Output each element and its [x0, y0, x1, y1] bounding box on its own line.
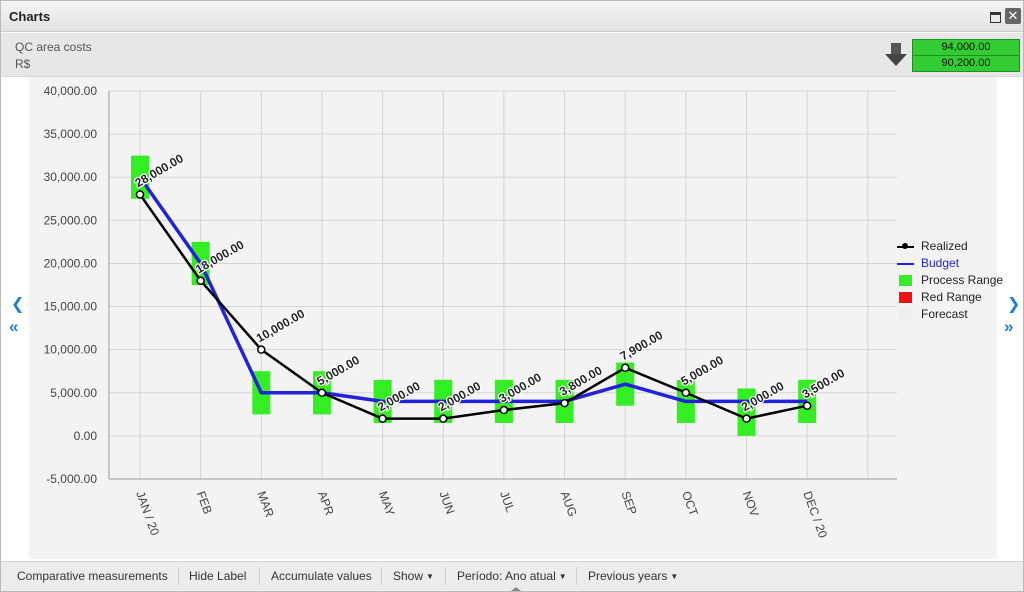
realized-point: [620, 363, 630, 373]
red-range-swatch: [899, 292, 912, 303]
y-tick-label: 10,000.00: [44, 343, 98, 357]
realized-point: [196, 276, 205, 285]
period-dropdown[interactable]: Período: Ano atual ▼: [457, 569, 567, 583]
chevron-down-icon: ▼: [558, 572, 567, 581]
process-range-bar: [131, 155, 149, 199]
x-tick-label: NOV: [740, 489, 762, 518]
realized-point: [439, 414, 448, 423]
restore-icon[interactable]: [987, 8, 1003, 24]
x-tick-label: MAY: [376, 489, 398, 517]
legend-label: Process Range: [921, 273, 1004, 287]
realized-point: [681, 388, 691, 398]
close-icon[interactable]: ✕: [1005, 8, 1021, 24]
data-label: 10,000.00: [254, 306, 308, 345]
legend-red-range[interactable]: Red Range: [897, 290, 1017, 307]
show-label: Show: [393, 569, 424, 583]
realized-point: [257, 345, 266, 354]
legend-forecast[interactable]: Forecast: [897, 307, 1017, 324]
toolbar-divider: [445, 567, 446, 585]
total-value-badge: 94,000.00: [912, 39, 1020, 56]
chevron-down-icon: ▼: [670, 572, 679, 581]
y-tick-label: 15,000.00: [44, 300, 98, 314]
title-bar: Charts ✕: [1, 1, 1023, 32]
realized-point: [378, 414, 387, 423]
chevron-down-icon: ▼: [426, 572, 434, 581]
next-period-icon[interactable]: ❯: [1007, 296, 1021, 313]
legend-realized[interactable]: Realized: [897, 239, 1017, 256]
budget-series-line: [138, 176, 808, 404]
previous-period-icon[interactable]: ❮: [11, 296, 25, 313]
x-tick-label: JUN: [436, 489, 457, 516]
indicator-title: QC area costs: [15, 40, 92, 54]
x-tick-label: AUG: [558, 489, 580, 518]
legend-process-range[interactable]: Process Range: [897, 273, 1017, 290]
y-tick-label: 0.00: [74, 429, 98, 443]
previous-years-dropdown[interactable]: Previous years ▼: [588, 569, 678, 583]
realized-marker-icon: [902, 243, 908, 249]
realized-point: [742, 414, 751, 423]
comparative-measurements-button[interactable]: Comparative measurements: [17, 569, 168, 583]
y-tick-label: 25,000.00: [44, 213, 98, 227]
hide-label-button[interactable]: Hide Label: [189, 569, 247, 583]
forecast-swatch: [899, 309, 912, 320]
x-tick-label: FEB: [194, 489, 215, 516]
indicator-unit: R$: [15, 57, 31, 71]
realized-point: [317, 388, 327, 398]
legend-label: Realized: [921, 239, 968, 253]
first-period-icon[interactable]: «: [9, 317, 19, 336]
x-tick-label: APR: [315, 489, 337, 517]
realized-value-badge: 90,200.00: [912, 55, 1020, 72]
y-tick-label: 30,000.00: [44, 170, 98, 184]
toolbar-divider: [178, 567, 179, 585]
x-tick-label: DEC / 20: [800, 489, 830, 540]
arrow-down-icon: [885, 42, 907, 68]
realized-point: [560, 398, 569, 408]
legend-label: Red Range: [921, 290, 982, 304]
y-tick-label: 5,000.00: [50, 386, 97, 400]
realized-series-line: [138, 193, 808, 420]
toolbar-divider: [259, 567, 260, 585]
chart-legend: Realized Budget Process Range Red Range …: [897, 239, 1017, 324]
toolbar-divider: [576, 567, 577, 585]
process-range-swatch: [899, 275, 912, 286]
y-tick-label: -5,000.00: [46, 472, 97, 486]
legend-budget[interactable]: Budget: [897, 256, 1017, 273]
realized-point: [802, 401, 812, 410]
budget-line-icon: [897, 263, 914, 265]
x-tick-label: OCT: [679, 489, 701, 518]
previous-years-label: Previous years: [588, 569, 668, 583]
accumulate-values-button[interactable]: Accumulate values: [271, 569, 372, 583]
y-tick-label: 40,000.00: [44, 84, 98, 98]
y-tick-label: 20,000.00: [44, 256, 98, 270]
x-tick-label: JUL: [497, 489, 518, 514]
chart-toolbar: Comparative measurements Hide Label Accu…: [1, 561, 1023, 591]
line-chart: -5,000.00 0.00 5,000.00 10,000.00 15,000.00 2…: [44, 84, 897, 540]
window-title: Charts: [9, 9, 51, 24]
toolbar-divider: [381, 567, 382, 585]
x-tick-label: JAN / 20: [133, 489, 162, 537]
y-tick-label: 35,000.00: [44, 127, 98, 141]
legend-label: Budget: [921, 256, 960, 270]
period-label: Período: Ano atual: [457, 569, 556, 583]
realized-point: [135, 190, 145, 199]
realized-point: [499, 405, 509, 415]
show-dropdown[interactable]: Show ▼: [393, 569, 434, 583]
resize-grip-icon[interactable]: [509, 587, 523, 592]
last-period-icon[interactable]: »: [1004, 317, 1014, 336]
legend-label: Forecast: [921, 307, 968, 321]
x-tick-label: SEP: [618, 489, 639, 516]
chart-header: QC area costs R$: [1, 33, 1023, 77]
x-tick-label: MAR: [254, 489, 276, 519]
